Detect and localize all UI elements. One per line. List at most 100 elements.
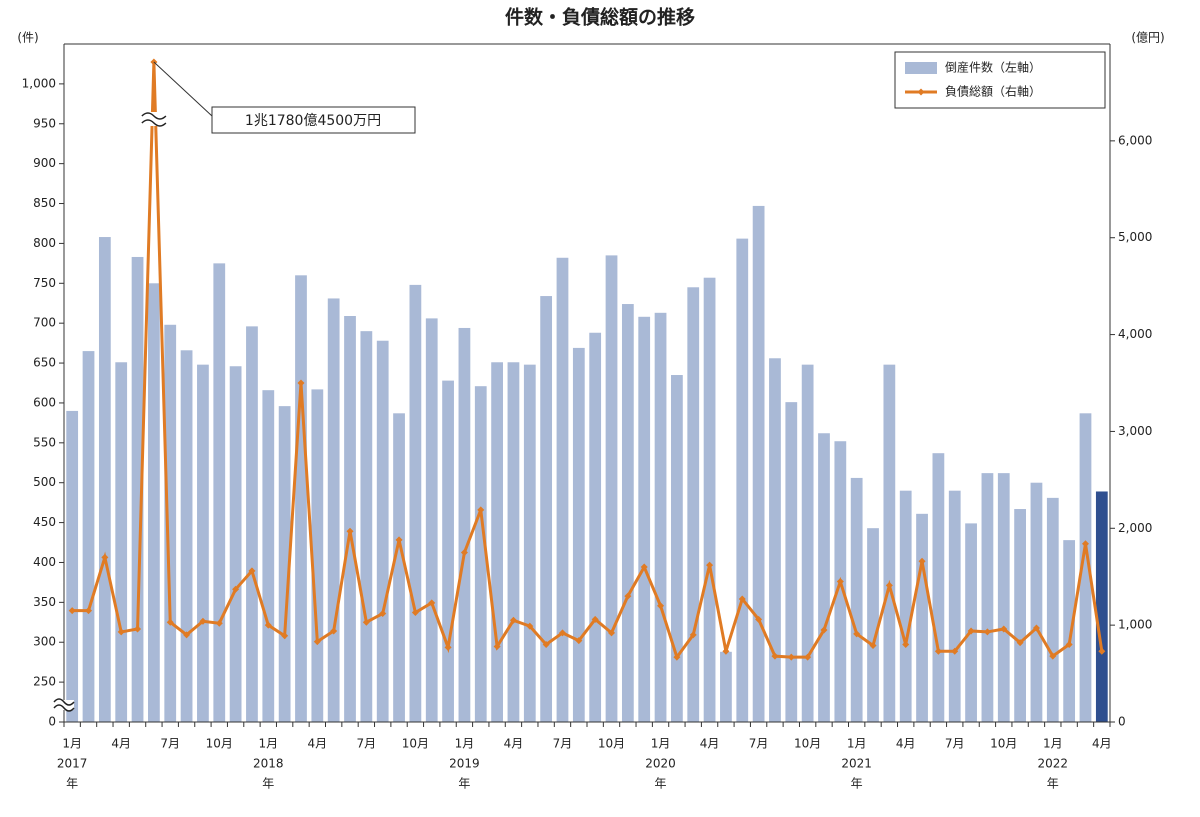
line-marker: [967, 627, 975, 635]
bar: [458, 327, 471, 722]
bar: [360, 331, 373, 722]
line-marker: [509, 616, 517, 624]
x-tick-label: 4月: [1092, 737, 1112, 751]
line-marker: [918, 557, 926, 565]
line-marker: [624, 592, 632, 600]
bar: [785, 402, 798, 722]
bar: [246, 326, 258, 722]
x-tick-label: 4月: [700, 737, 720, 751]
bar: [638, 316, 651, 722]
bar: [327, 298, 340, 722]
bar: [556, 257, 569, 722]
axis-break: [53, 698, 75, 712]
bar: [1046, 497, 1059, 722]
y-tick-label: 300: [33, 635, 56, 649]
bar: [197, 364, 209, 722]
x-tick-label: 10月: [794, 737, 821, 751]
y-tick-label: 650: [33, 356, 56, 370]
axis-break-bg: [54, 700, 74, 710]
bar: [311, 389, 324, 722]
bar: [213, 263, 226, 722]
bar: [867, 528, 879, 722]
line-marker: [1032, 624, 1040, 632]
y-tick-label: 500: [33, 475, 56, 489]
legend-box: [894, 51, 1106, 109]
legend-swatch: [905, 62, 937, 74]
year-suffix: 年: [262, 777, 274, 791]
line-marker: [101, 553, 109, 561]
y-tick-label: 1,000: [22, 76, 56, 90]
y2-tick-label: 3,000: [1118, 424, 1152, 438]
year-suffix: 年: [851, 777, 863, 791]
line-marker: [902, 641, 910, 649]
line-marker: [215, 619, 223, 627]
bar: [1014, 509, 1026, 722]
x-tick-label: 1月: [62, 737, 82, 751]
bar: [654, 312, 667, 722]
line-marker: [738, 595, 746, 603]
line-marker: [591, 615, 599, 623]
line-marker: [787, 653, 795, 661]
line-marker: [297, 379, 305, 387]
y-tick-label: 250: [33, 675, 56, 689]
year-suffix: 年: [655, 777, 667, 791]
line-marker: [640, 563, 648, 571]
line-marker: [493, 642, 501, 650]
line-marker: [183, 631, 191, 639]
bar: [736, 238, 749, 722]
bar: [278, 406, 291, 722]
chart-title: 件数・負債総額の推移: [505, 6, 695, 29]
bar: [393, 413, 405, 722]
x-tick-label: 10月: [402, 737, 429, 751]
x-tick-label: 4月: [896, 737, 916, 751]
x-tick-label: 1月: [258, 737, 278, 751]
bar: [507, 362, 520, 722]
x-tick-label: 1月: [455, 737, 475, 751]
line-marker: [166, 618, 174, 626]
y-tick-label: 750: [33, 276, 56, 290]
line-marker: [232, 585, 240, 593]
y-tick-label: 600: [33, 395, 56, 409]
x-tick-label: 10月: [598, 737, 625, 751]
y2-tick-label: 4,000: [1118, 327, 1152, 341]
line-marker: [1049, 652, 1057, 660]
bar: [66, 410, 79, 722]
y-tick-label: 900: [33, 156, 56, 170]
x-tick-label: 1月: [847, 737, 867, 751]
bar: [540, 296, 553, 722]
year-label: 2020: [645, 757, 676, 771]
x-tick-label: 10月: [206, 737, 233, 751]
year-label: 2018: [253, 757, 284, 771]
x-tick-label: 7月: [553, 737, 573, 751]
y-tick-label: 450: [33, 515, 56, 529]
bar: [769, 358, 781, 722]
x-tick-label: 7月: [357, 737, 377, 751]
bar: [491, 362, 503, 722]
y2-tick-label: 0: [1118, 715, 1126, 729]
year-suffix: 年: [66, 777, 78, 791]
bar: [899, 490, 912, 722]
bar: [115, 362, 128, 722]
legend-swatch: [917, 88, 925, 96]
bar: [262, 390, 275, 722]
bar: [981, 473, 994, 722]
x-tick-label: 4月: [308, 737, 328, 751]
line-marker: [869, 641, 877, 649]
bar: [98, 237, 111, 723]
bar: [605, 255, 618, 722]
line-marker: [951, 647, 959, 655]
line-marker: [199, 617, 207, 625]
line-marker: [117, 628, 125, 636]
line-marker: [983, 628, 991, 636]
bar: [376, 340, 389, 722]
line-marker: [428, 599, 436, 607]
line-marker: [1081, 540, 1089, 548]
y-tick-label: 700: [33, 316, 56, 330]
line: [72, 61, 1104, 661]
y2-tick-label: 1,000: [1118, 618, 1152, 632]
line-marker: [771, 652, 779, 660]
line-marker: [1065, 641, 1073, 649]
line-marker: [885, 581, 893, 589]
